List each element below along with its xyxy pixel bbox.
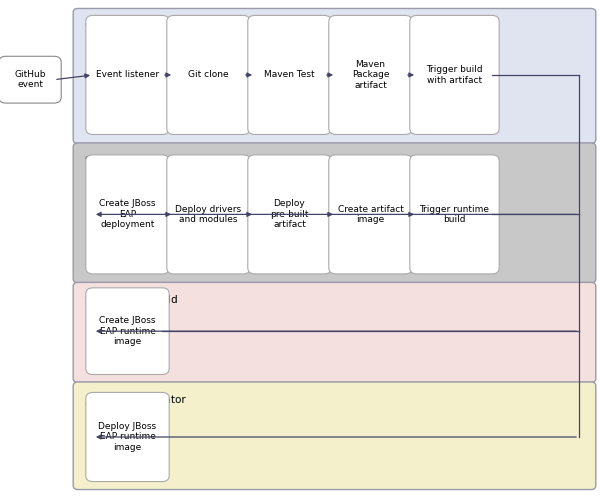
Text: Trigger build
with artifact: Trigger build with artifact [426, 65, 483, 85]
FancyBboxPatch shape [73, 143, 596, 283]
FancyBboxPatch shape [73, 382, 596, 490]
Text: Deploy
pre-built
artifact: Deploy pre-built artifact [270, 200, 309, 229]
Text: Deploy JBoss
EAP runtime
image: Deploy JBoss EAP runtime image [98, 422, 157, 452]
Text: Create JBoss
EAP
deployment: Create JBoss EAP deployment [99, 200, 156, 229]
Text: Maven
Package
artifact: Maven Package artifact [352, 60, 389, 90]
Text: S2I Artifact build: S2I Artifact build [85, 156, 172, 166]
FancyBboxPatch shape [329, 15, 412, 134]
Text: Maven Test: Maven Test [264, 70, 315, 80]
FancyBboxPatch shape [86, 155, 169, 274]
Text: OpenShift Pipeline: OpenShift Pipeline [85, 21, 181, 31]
FancyBboxPatch shape [410, 15, 499, 134]
FancyBboxPatch shape [248, 15, 331, 134]
Text: S2I Runtime Build: S2I Runtime Build [85, 295, 178, 305]
FancyBboxPatch shape [167, 15, 250, 134]
FancyBboxPatch shape [167, 155, 250, 274]
FancyBboxPatch shape [86, 392, 169, 482]
Text: GitHub
event: GitHub event [14, 70, 46, 89]
Text: Trigger runtime
build: Trigger runtime build [419, 205, 490, 224]
FancyBboxPatch shape [248, 155, 331, 274]
Text: Deploy drivers
and modules: Deploy drivers and modules [175, 205, 242, 224]
FancyBboxPatch shape [86, 288, 169, 374]
FancyBboxPatch shape [410, 155, 499, 274]
Text: Create JBoss
EAP runtime
image: Create JBoss EAP runtime image [99, 316, 156, 346]
Text: Create artifact
image: Create artifact image [338, 205, 403, 224]
Text: JBoss EAP Operator: JBoss EAP Operator [85, 395, 186, 405]
FancyBboxPatch shape [86, 15, 169, 134]
Text: Event listener: Event listener [96, 70, 159, 80]
FancyBboxPatch shape [0, 56, 61, 103]
FancyBboxPatch shape [73, 8, 596, 143]
FancyBboxPatch shape [329, 155, 412, 274]
FancyBboxPatch shape [73, 282, 596, 382]
Text: Git clone: Git clone [188, 70, 229, 80]
